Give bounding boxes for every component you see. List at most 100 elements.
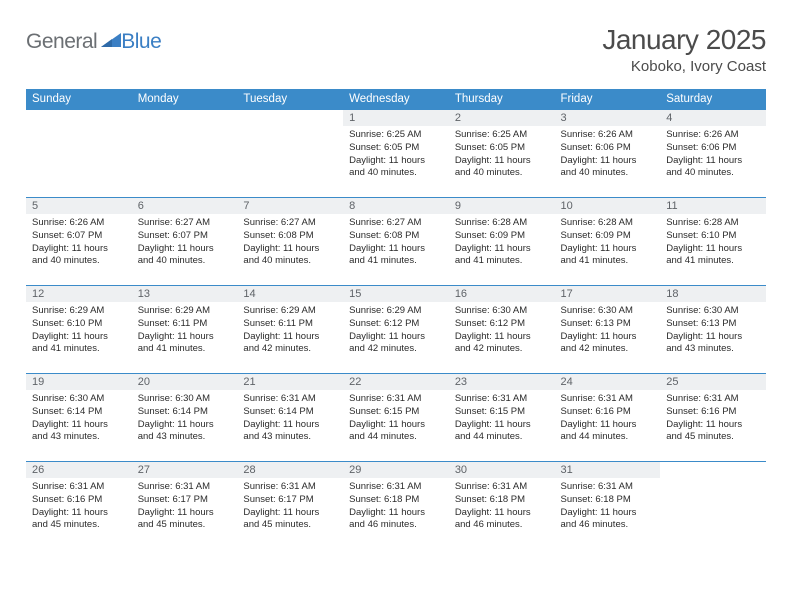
- calendar-day-cell: 1Sunrise: 6:25 AMSunset: 6:05 PMDaylight…: [343, 110, 449, 198]
- day-detail-line: Sunrise: 6:28 AM: [455, 217, 549, 230]
- day-detail-line: Sunset: 6:18 PM: [349, 494, 443, 507]
- day-number: 18: [660, 286, 766, 302]
- calendar-day-cell: 25Sunrise: 6:31 AMSunset: 6:16 PMDayligh…: [660, 374, 766, 462]
- day-detail-line: Daylight: 11 hours and 40 minutes.: [243, 243, 337, 269]
- day-number: 9: [449, 198, 555, 214]
- day-detail-line: Sunrise: 6:30 AM: [666, 305, 760, 318]
- day-number: 1: [343, 110, 449, 126]
- day-detail-line: Sunrise: 6:27 AM: [138, 217, 232, 230]
- day-detail-line: Daylight: 11 hours and 41 minutes.: [455, 243, 549, 269]
- day-detail-line: Sunset: 6:16 PM: [32, 494, 126, 507]
- day-detail-line: Sunrise: 6:29 AM: [349, 305, 443, 318]
- day-detail-line: Daylight: 11 hours and 41 minutes.: [349, 243, 443, 269]
- weekday-header: Friday: [555, 89, 661, 110]
- day-detail-line: Sunset: 6:06 PM: [561, 142, 655, 155]
- day-detail-line: Daylight: 11 hours and 41 minutes.: [666, 243, 760, 269]
- day-number: 30: [449, 462, 555, 478]
- weekday-header: Saturday: [660, 89, 766, 110]
- day-detail-line: Sunset: 6:16 PM: [561, 406, 655, 419]
- day-detail-line: Sunset: 6:12 PM: [455, 318, 549, 331]
- calendar-day-cell: 28Sunrise: 6:31 AMSunset: 6:17 PMDayligh…: [237, 462, 343, 550]
- month-title: January 2025: [602, 24, 766, 56]
- calendar-empty-cell: [237, 110, 343, 198]
- day-number: 19: [26, 374, 132, 390]
- day-detail-line: Sunrise: 6:30 AM: [561, 305, 655, 318]
- day-number: 6: [132, 198, 238, 214]
- brand-general-text: General: [26, 30, 97, 54]
- day-detail-line: Daylight: 11 hours and 40 minutes.: [561, 155, 655, 181]
- day-detail-line: Sunset: 6:06 PM: [666, 142, 760, 155]
- day-details: Sunrise: 6:28 AMSunset: 6:10 PMDaylight:…: [660, 214, 766, 272]
- calendar-day-cell: 16Sunrise: 6:30 AMSunset: 6:12 PMDayligh…: [449, 286, 555, 374]
- day-details: Sunrise: 6:28 AMSunset: 6:09 PMDaylight:…: [449, 214, 555, 272]
- calendar-week-row: 26 Sunrise: 6:31 AM Sunset: 6:16 PM Dayligh…: [26, 462, 766, 550]
- day-detail-line: Daylight: 11 hours and 45 minutes.: [138, 507, 232, 533]
- day-number: 7: [237, 198, 343, 214]
- weekday-header: Monday: [132, 89, 238, 110]
- weekday-header: Tuesday: [237, 89, 343, 110]
- day-number: [132, 110, 238, 126]
- day-details: Sunrise: 6:29 AMSunset: 6:10 PMDaylight:…: [26, 302, 132, 360]
- day-details: Sunrise: 6:30 AMSunset: 6:14 PMDaylight:…: [132, 390, 238, 448]
- day-details: Sunrise: 6:29 AMSunset: 6:12 PMDaylight:…: [343, 302, 449, 360]
- day-detail-line: Sunset: 6:15 PM: [455, 406, 549, 419]
- day-details: Sunrise: 6:30 AMSunset: 6:13 PMDaylight:…: [555, 302, 661, 360]
- day-detail-line: Daylight: 11 hours and 46 minutes.: [561, 507, 655, 533]
- day-detail-line: Sunset: 6:16 PM: [666, 406, 760, 419]
- day-detail-line: Sunset: 6:07 PM: [138, 230, 232, 243]
- day-detail-line: Sunrise: 6:26 AM: [561, 129, 655, 142]
- calendar-body: 1Sunrise: 6:25 AMSunset: 6:05 PMDaylight…: [26, 110, 766, 550]
- day-detail-line: Daylight: 11 hours and 42 minutes.: [561, 331, 655, 357]
- day-details: Sunrise: 6:25 AMSunset: 6:05 PMDaylight:…: [343, 126, 449, 184]
- day-detail-line: Sunset: 6:14 PM: [32, 406, 126, 419]
- day-details: Sunrise: 6:29 AMSunset: 6:11 PMDaylight:…: [237, 302, 343, 360]
- day-detail-line: Daylight: 11 hours and 45 minutes.: [666, 419, 760, 445]
- day-detail-line: Daylight: 11 hours and 41 minutes.: [138, 331, 232, 357]
- calendar-day-cell: 7Sunrise: 6:27 AMSunset: 6:08 PMDaylight…: [237, 198, 343, 286]
- day-detail-line: Sunrise: 6:31 AM: [138, 481, 232, 494]
- day-detail-line: Daylight: 11 hours and 46 minutes.: [349, 507, 443, 533]
- day-detail-line: Sunrise: 6:29 AM: [32, 305, 126, 318]
- day-detail-line: Sunrise: 6:28 AM: [561, 217, 655, 230]
- day-details: Sunrise: 6:31 AMSunset: 6:15 PMDaylight:…: [343, 390, 449, 448]
- calendar-day-cell: 19Sunrise: 6:30 AMSunset: 6:14 PMDayligh…: [26, 374, 132, 462]
- day-details: Sunrise: 6:27 AMSunset: 6:07 PMDaylight:…: [132, 214, 238, 272]
- day-detail-line: Sunset: 6:09 PM: [561, 230, 655, 243]
- day-detail-line: Sunrise: 6:31 AM: [349, 393, 443, 406]
- calendar-header-row: SundayMondayTuesdayWednesdayThursdayFrid…: [26, 89, 766, 110]
- day-number: 3: [555, 110, 661, 126]
- calendar-day-cell: 14Sunrise: 6:29 AMSunset: 6:11 PMDayligh…: [237, 286, 343, 374]
- calendar-day-cell: 30Sunrise: 6:31 AMSunset: 6:18 PMDayligh…: [449, 462, 555, 550]
- day-number: 28: [237, 462, 343, 478]
- day-detail-line: Sunrise: 6:31 AM: [561, 481, 655, 494]
- day-detail-line: Sunset: 6:09 PM: [455, 230, 549, 243]
- day-detail-line: Sunset: 6:07 PM: [32, 230, 126, 243]
- day-detail-line: Sunrise: 6:31 AM: [455, 481, 549, 494]
- day-number: 12: [26, 286, 132, 302]
- day-detail-line: Sunrise: 6:26 AM: [666, 129, 760, 142]
- day-detail-line: Daylight: 11 hours and 42 minutes.: [349, 331, 443, 357]
- day-detail-line: Daylight: 11 hours and 40 minutes.: [666, 155, 760, 181]
- day-details: Sunrise: 6:30 AMSunset: 6:13 PMDaylight:…: [660, 302, 766, 360]
- calendar-week-row: 19Sunrise: 6:30 AMSunset: 6:14 PMDayligh…: [26, 374, 766, 462]
- day-detail-line: Sunrise: 6:29 AM: [243, 305, 337, 318]
- day-detail-line: Daylight: 11 hours and 44 minutes.: [349, 419, 443, 445]
- day-detail-line: Daylight: 11 hours and 45 minutes.: [243, 507, 337, 533]
- day-detail-line: Sunset: 6:14 PM: [138, 406, 232, 419]
- calendar-day-cell: 12Sunrise: 6:29 AMSunset: 6:10 PMDayligh…: [26, 286, 132, 374]
- day-detail-line: Sunset: 6:05 PM: [349, 142, 443, 155]
- day-detail-line: Sunset: 6:12 PM: [349, 318, 443, 331]
- day-number: 14: [237, 286, 343, 302]
- calendar-day-cell: 24Sunrise: 6:31 AMSunset: 6:16 PMDayligh…: [555, 374, 661, 462]
- day-detail-line: Sunset: 6:11 PM: [138, 318, 232, 331]
- day-number: [26, 110, 132, 126]
- day-detail-line: Sunset: 6:08 PM: [349, 230, 443, 243]
- day-number: 2: [449, 110, 555, 126]
- calendar-page: General Blue January 2025 Koboko, Ivory …: [0, 0, 792, 550]
- day-detail-line: Sunset: 6:11 PM: [243, 318, 337, 331]
- calendar-day-cell: 29Sunrise: 6:31 AMSunset: 6:18 PMDayligh…: [343, 462, 449, 550]
- day-number: 26: [26, 462, 132, 478]
- day-details: Sunrise: 6:29 AMSunset: 6:11 PMDaylight:…: [132, 302, 238, 360]
- calendar-day-cell: 23Sunrise: 6:31 AMSunset: 6:15 PMDayligh…: [449, 374, 555, 462]
- day-detail-line: Daylight: 11 hours and 43 minutes.: [32, 419, 126, 445]
